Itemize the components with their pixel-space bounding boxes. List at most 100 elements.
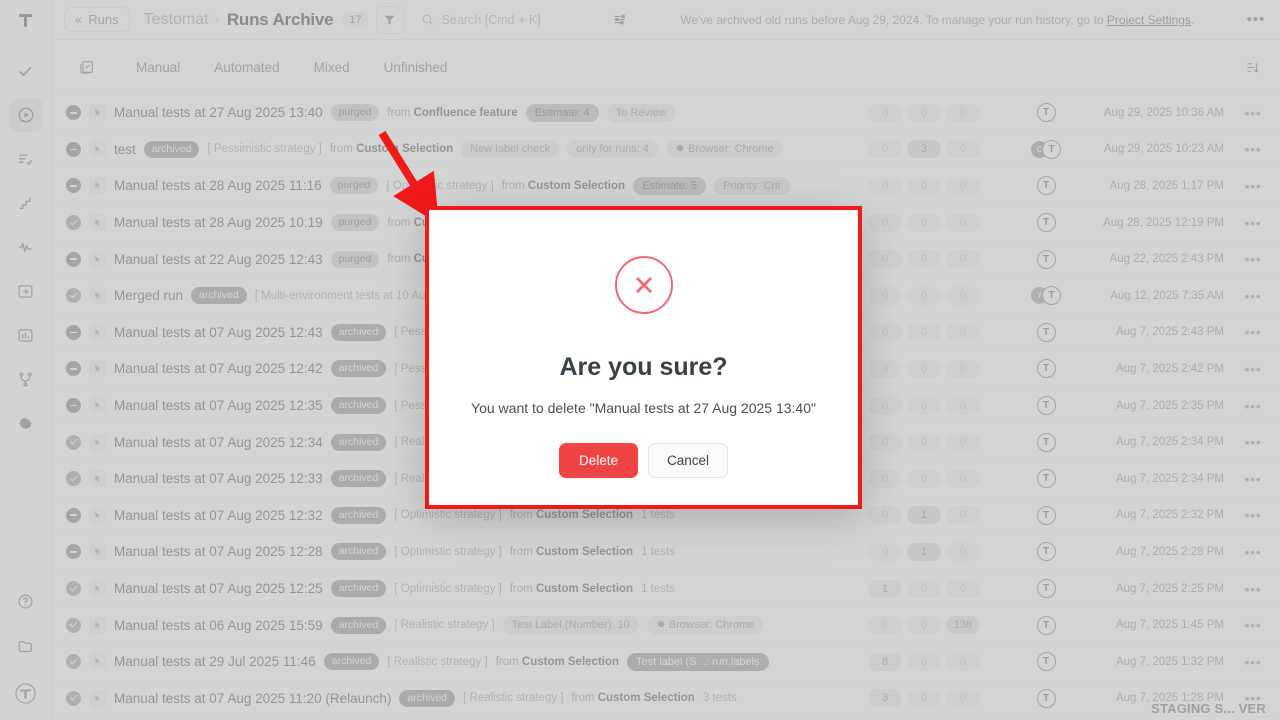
tab-manual[interactable]: Manual bbox=[136, 59, 181, 75]
owner-avatar: T bbox=[1036, 176, 1056, 196]
row-more-button[interactable]: ••• bbox=[1244, 653, 1262, 670]
back-to-runs-button[interactable]: « Runs bbox=[64, 7, 130, 32]
sidebar-item-branches[interactable] bbox=[9, 362, 43, 396]
table-row[interactable]: Manual tests at 06 Aug 2025 15:59 archive… bbox=[52, 607, 1280, 644]
run-title[interactable]: test bbox=[114, 141, 136, 157]
table-row[interactable]: Manual tests at 28 Aug 2025 11:16 purged [… bbox=[52, 168, 1280, 205]
run-strategy: [ Realistic strategy ] bbox=[387, 655, 488, 668]
owner-avatar: T bbox=[1036, 542, 1056, 562]
top-more-button[interactable]: ••• bbox=[1246, 11, 1266, 28]
project-settings-link[interactable]: Project Settings bbox=[1106, 12, 1191, 27]
settings-sliders-button[interactable] bbox=[607, 7, 633, 33]
table-row[interactable]: Manual tests at 07 Aug 2025 12:32 archive… bbox=[52, 498, 1280, 535]
delete-button[interactable]: Delete bbox=[558, 443, 638, 479]
help-icon[interactable] bbox=[9, 584, 43, 618]
owner-avatar: T bbox=[1042, 139, 1061, 159]
row-more-button[interactable]: ••• bbox=[1244, 214, 1262, 231]
cancel-button[interactable]: Cancel bbox=[648, 443, 729, 479]
run-count-badge: 0 bbox=[907, 323, 941, 342]
folder-icon[interactable] bbox=[9, 630, 43, 664]
row-more-button[interactable]: ••• bbox=[1244, 617, 1262, 634]
run-state-badge: archived bbox=[330, 470, 387, 488]
run-source: from Custom Selection bbox=[329, 143, 454, 156]
tab-unfinished[interactable]: Unfinished bbox=[383, 59, 448, 75]
run-title[interactable]: Manual tests at 28 Aug 2025 10:19 bbox=[114, 215, 323, 231]
table-row[interactable]: test archived [ Pessimistic strategy ] from… bbox=[52, 132, 1280, 169]
table-row[interactable]: Manual tests at 07 Aug 2025 12:43 archive… bbox=[52, 315, 1280, 352]
sidebar-item-import[interactable] bbox=[9, 274, 43, 308]
run-count-badge: 0 bbox=[946, 213, 980, 232]
run-label-badge: Estimate: 4 bbox=[525, 103, 599, 122]
row-more-button[interactable]: ••• bbox=[1244, 360, 1262, 377]
avatar[interactable] bbox=[9, 676, 43, 710]
tab-automated[interactable]: Automated bbox=[214, 59, 280, 75]
run-count-badge: 0 bbox=[868, 286, 902, 305]
sidebar-item-tests[interactable] bbox=[9, 54, 43, 88]
table-row[interactable]: Manual tests at 07 Aug 2025 12:35 archive… bbox=[52, 388, 1280, 425]
row-more-button[interactable]: ••• bbox=[1244, 251, 1262, 268]
run-source: from Custom Selection bbox=[509, 545, 634, 558]
sidebar-item-reports[interactable] bbox=[9, 318, 43, 352]
row-more-button[interactable]: ••• bbox=[1244, 397, 1262, 414]
table-row[interactable]: Manual tests at 29 Jul 2025 11:46 archive… bbox=[52, 644, 1280, 681]
row-more-button[interactable]: ••• bbox=[1244, 543, 1262, 560]
sort-icon[interactable] bbox=[1238, 53, 1266, 81]
sidebar-item-steps[interactable] bbox=[9, 186, 43, 220]
row-more-button[interactable]: ••• bbox=[1244, 507, 1262, 524]
run-title[interactable]: Manual tests at 07 Aug 2025 12:43 bbox=[114, 324, 323, 340]
sidebar-item-plans[interactable] bbox=[9, 142, 43, 176]
run-title[interactable]: Manual tests at 07 Aug 2025 11:20 (Relau… bbox=[114, 690, 392, 706]
app-logo[interactable] bbox=[0, 0, 52, 40]
run-title[interactable]: Merged run bbox=[114, 288, 184, 304]
breadcrumb-parent[interactable]: Testomat bbox=[143, 10, 209, 28]
sidebar-item-analytics[interactable] bbox=[9, 230, 43, 264]
run-title[interactable]: Manual tests at 27 Aug 2025 13:40 bbox=[114, 105, 323, 121]
table-row[interactable]: Manual tests at 07 Aug 2025 12:25 archive… bbox=[52, 571, 1280, 608]
run-type-icon bbox=[89, 689, 106, 707]
row-status-icon bbox=[66, 141, 81, 157]
row-more-button[interactable]: ••• bbox=[1244, 141, 1262, 158]
row-more-button[interactable]: ••• bbox=[1244, 177, 1262, 194]
run-title[interactable]: Manual tests at 07 Aug 2025 12:42 bbox=[114, 361, 323, 377]
tab-mixed[interactable]: Mixed bbox=[313, 59, 350, 75]
row-more-button[interactable]: ••• bbox=[1244, 104, 1262, 121]
run-title[interactable]: Manual tests at 07 Aug 2025 12:34 bbox=[114, 434, 323, 450]
row-more-button[interactable]: ••• bbox=[1244, 580, 1262, 597]
row-more-button[interactable]: ••• bbox=[1244, 287, 1262, 304]
run-title[interactable]: Manual tests at 07 Aug 2025 12:33 bbox=[114, 471, 323, 487]
row-more-button[interactable]: ••• bbox=[1244, 434, 1262, 451]
run-title[interactable]: Manual tests at 07 Aug 2025 12:32 bbox=[114, 507, 323, 523]
table-row[interactable]: Manual tests at 27 Aug 2025 13:40 purged f… bbox=[52, 95, 1280, 132]
run-title[interactable]: Manual tests at 29 Jul 2025 11:46 bbox=[114, 654, 316, 670]
row-more-button[interactable]: ••• bbox=[1244, 470, 1262, 487]
run-timestamp: Aug 22, 2025 2:43 PM bbox=[1109, 253, 1224, 266]
run-state-badge: archived bbox=[399, 689, 456, 707]
run-state-badge: archived bbox=[143, 140, 200, 158]
run-timestamp: Aug 7, 2025 2:25 PM bbox=[1115, 582, 1224, 595]
run-title[interactable]: Manual tests at 07 Aug 2025 12:28 bbox=[114, 544, 323, 560]
run-title[interactable]: Manual tests at 22 Aug 2025 12:43 bbox=[114, 251, 323, 267]
checklist-icon[interactable] bbox=[72, 52, 102, 82]
run-type-icon bbox=[89, 287, 106, 305]
sidebar-item-runs[interactable] bbox=[8, 98, 43, 132]
run-strategy: [ Optimistic strategy ] bbox=[394, 545, 502, 558]
sidebar-item-settings[interactable] bbox=[9, 406, 43, 440]
table-row[interactable]: Manual tests at 07 Aug 2025 11:20 (Relau… bbox=[52, 681, 1280, 718]
run-title[interactable]: Manual tests at 07 Aug 2025 12:35 bbox=[114, 398, 323, 414]
run-title[interactable]: Manual tests at 06 Aug 2025 15:59 bbox=[114, 617, 323, 633]
run-timestamp: Aug 29, 2025 10:36 AM bbox=[1103, 106, 1224, 119]
filter-button[interactable] bbox=[375, 5, 404, 34]
run-title[interactable]: Manual tests at 07 Aug 2025 12:25 bbox=[114, 581, 323, 597]
row-more-button[interactable]: ••• bbox=[1244, 690, 1262, 707]
search-input[interactable]: Search [Cmd + K] bbox=[411, 5, 597, 34]
run-label-badge: Priority: Crit bbox=[714, 176, 790, 195]
run-count-badge: 0 bbox=[907, 469, 941, 488]
row-more-button[interactable]: ••• bbox=[1244, 324, 1262, 341]
run-title[interactable]: Manual tests at 28 Aug 2025 11:16 bbox=[114, 178, 322, 194]
table-row[interactable]: Manual tests at 07 Aug 2025 12:28 archive… bbox=[52, 534, 1280, 571]
table-row[interactable]: Manual tests at 22 Aug 2025 12:43 purged f… bbox=[52, 241, 1280, 278]
